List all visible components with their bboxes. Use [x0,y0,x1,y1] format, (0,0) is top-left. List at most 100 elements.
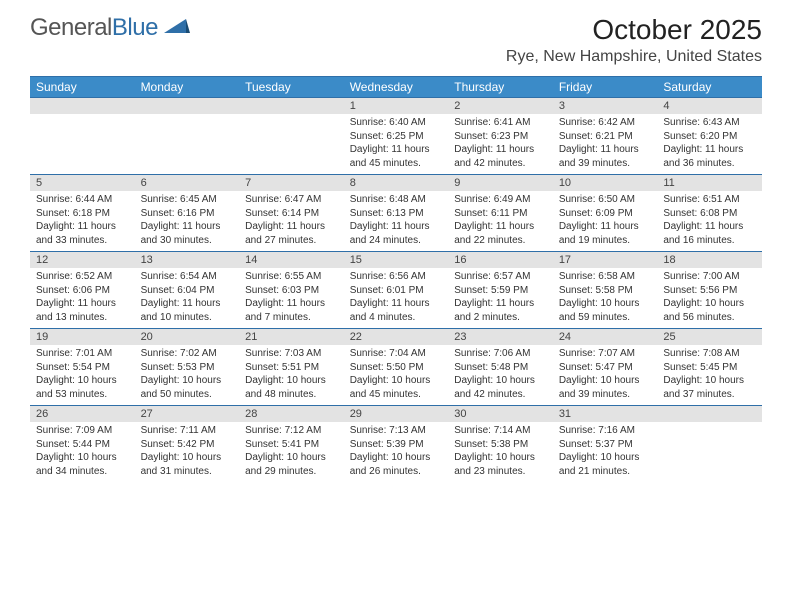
calendar-day-cell [30,98,135,175]
sunset-line: Sunset: 6:09 PM [559,207,652,221]
day-content: Sunrise: 6:49 AMSunset: 6:11 PMDaylight:… [448,191,553,251]
sunrise-line: Sunrise: 6:54 AM [141,270,234,284]
daylight-line-1: Daylight: 11 hours [350,143,443,157]
day-content: Sunrise: 7:14 AMSunset: 5:38 PMDaylight:… [448,422,553,482]
sunrise-line: Sunrise: 7:01 AM [36,347,129,361]
sunrise-line: Sunrise: 7:12 AM [245,424,338,438]
calendar-day-cell: 31Sunrise: 7:16 AMSunset: 5:37 PMDayligh… [553,406,658,483]
daylight-line-1: Daylight: 11 hours [454,143,547,157]
daylight-line-1: Daylight: 10 hours [245,374,338,388]
month-title: October 2025 [506,14,762,46]
day-content: Sunrise: 6:52 AMSunset: 6:06 PMDaylight:… [30,268,135,328]
empty-daynum [135,98,240,114]
calendar-day-cell: 8Sunrise: 6:48 AMSunset: 6:13 PMDaylight… [344,175,449,252]
day-content: Sunrise: 6:51 AMSunset: 6:08 PMDaylight:… [657,191,762,251]
sunrise-line: Sunrise: 6:50 AM [559,193,652,207]
day-number: 24 [553,329,658,345]
sunrise-line: Sunrise: 7:13 AM [350,424,443,438]
calendar-day-cell: 1Sunrise: 6:40 AMSunset: 6:25 PMDaylight… [344,98,449,175]
daylight-line-1: Daylight: 10 hours [559,451,652,465]
sunset-line: Sunset: 5:58 PM [559,284,652,298]
sunset-line: Sunset: 5:48 PM [454,361,547,375]
daylight-line-2: and 23 minutes. [454,465,547,479]
daylight-line-2: and 13 minutes. [36,311,129,325]
day-number: 14 [239,252,344,268]
daylight-line-1: Daylight: 11 hours [559,143,652,157]
day-content: Sunrise: 7:11 AMSunset: 5:42 PMDaylight:… [135,422,240,482]
sunset-line: Sunset: 6:06 PM [36,284,129,298]
sunrise-line: Sunrise: 7:16 AM [559,424,652,438]
daylight-line-2: and 2 minutes. [454,311,547,325]
daylight-line-1: Daylight: 11 hours [663,220,756,234]
day-content: Sunrise: 6:40 AMSunset: 6:25 PMDaylight:… [344,114,449,174]
daylight-line-1: Daylight: 10 hours [350,374,443,388]
day-number: 25 [657,329,762,345]
day-content: Sunrise: 6:57 AMSunset: 5:59 PMDaylight:… [448,268,553,328]
day-number: 22 [344,329,449,345]
daylight-line-1: Daylight: 10 hours [663,374,756,388]
daylight-line-2: and 27 minutes. [245,234,338,248]
day-content: Sunrise: 6:43 AMSunset: 6:20 PMDaylight:… [657,114,762,174]
calendar-week-row: 26Sunrise: 7:09 AMSunset: 5:44 PMDayligh… [30,406,762,483]
day-content: Sunrise: 6:47 AMSunset: 6:14 PMDaylight:… [239,191,344,251]
sunrise-line: Sunrise: 7:14 AM [454,424,547,438]
daylight-line-1: Daylight: 10 hours [36,451,129,465]
daylight-line-2: and 42 minutes. [454,388,547,402]
day-content: Sunrise: 6:48 AMSunset: 6:13 PMDaylight:… [344,191,449,251]
weekday-header: Monday [135,77,240,98]
day-number: 19 [30,329,135,345]
calendar-day-cell: 11Sunrise: 6:51 AMSunset: 6:08 PMDayligh… [657,175,762,252]
day-number: 21 [239,329,344,345]
calendar-day-cell: 30Sunrise: 7:14 AMSunset: 5:38 PMDayligh… [448,406,553,483]
weekday-header: Thursday [448,77,553,98]
calendar-day-cell: 16Sunrise: 6:57 AMSunset: 5:59 PMDayligh… [448,252,553,329]
daylight-line-1: Daylight: 10 hours [245,451,338,465]
day-number: 16 [448,252,553,268]
sunset-line: Sunset: 6:23 PM [454,130,547,144]
calendar-day-cell: 18Sunrise: 7:00 AMSunset: 5:56 PMDayligh… [657,252,762,329]
calendar-day-cell: 27Sunrise: 7:11 AMSunset: 5:42 PMDayligh… [135,406,240,483]
daylight-line-2: and 4 minutes. [350,311,443,325]
day-content: Sunrise: 7:01 AMSunset: 5:54 PMDaylight:… [30,345,135,405]
sunset-line: Sunset: 5:53 PM [141,361,234,375]
daylight-line-2: and 45 minutes. [350,388,443,402]
weekday-header: Saturday [657,77,762,98]
daylight-line-2: and 16 minutes. [663,234,756,248]
sunset-line: Sunset: 6:14 PM [245,207,338,221]
day-number: 4 [657,98,762,114]
weekday-header: Sunday [30,77,135,98]
daylight-line-2: and 45 minutes. [350,157,443,171]
daylight-line-2: and 31 minutes. [141,465,234,479]
sunset-line: Sunset: 6:08 PM [663,207,756,221]
sunset-line: Sunset: 5:47 PM [559,361,652,375]
sunset-line: Sunset: 5:41 PM [245,438,338,452]
calendar-day-cell: 20Sunrise: 7:02 AMSunset: 5:53 PMDayligh… [135,329,240,406]
daylight-line-1: Daylight: 10 hours [454,374,547,388]
daylight-line-1: Daylight: 10 hours [559,374,652,388]
daylight-line-2: and 42 minutes. [454,157,547,171]
calendar-day-cell: 2Sunrise: 6:41 AMSunset: 6:23 PMDaylight… [448,98,553,175]
sunrise-line: Sunrise: 6:55 AM [245,270,338,284]
sunset-line: Sunset: 5:59 PM [454,284,547,298]
daylight-line-2: and 33 minutes. [36,234,129,248]
sunset-line: Sunset: 5:38 PM [454,438,547,452]
sunset-line: Sunset: 5:39 PM [350,438,443,452]
sunset-line: Sunset: 5:56 PM [663,284,756,298]
day-number: 30 [448,406,553,422]
weekday-header: Wednesday [344,77,449,98]
calendar-week-row: 5Sunrise: 6:44 AMSunset: 6:18 PMDaylight… [30,175,762,252]
daylight-line-1: Daylight: 11 hours [663,143,756,157]
logo-text-2: Blue [112,14,158,41]
day-content: Sunrise: 6:45 AMSunset: 6:16 PMDaylight:… [135,191,240,251]
calendar-day-cell [657,406,762,483]
weekday-header: Friday [553,77,658,98]
calendar-day-cell: 15Sunrise: 6:56 AMSunset: 6:01 PMDayligh… [344,252,449,329]
sunset-line: Sunset: 6:11 PM [454,207,547,221]
calendar-week-row: 19Sunrise: 7:01 AMSunset: 5:54 PMDayligh… [30,329,762,406]
daylight-line-1: Daylight: 11 hours [350,220,443,234]
day-number: 7 [239,175,344,191]
day-content: Sunrise: 6:55 AMSunset: 6:03 PMDaylight:… [239,268,344,328]
day-content: Sunrise: 6:54 AMSunset: 6:04 PMDaylight:… [135,268,240,328]
daylight-line-2: and 7 minutes. [245,311,338,325]
daylight-line-1: Daylight: 11 hours [454,297,547,311]
